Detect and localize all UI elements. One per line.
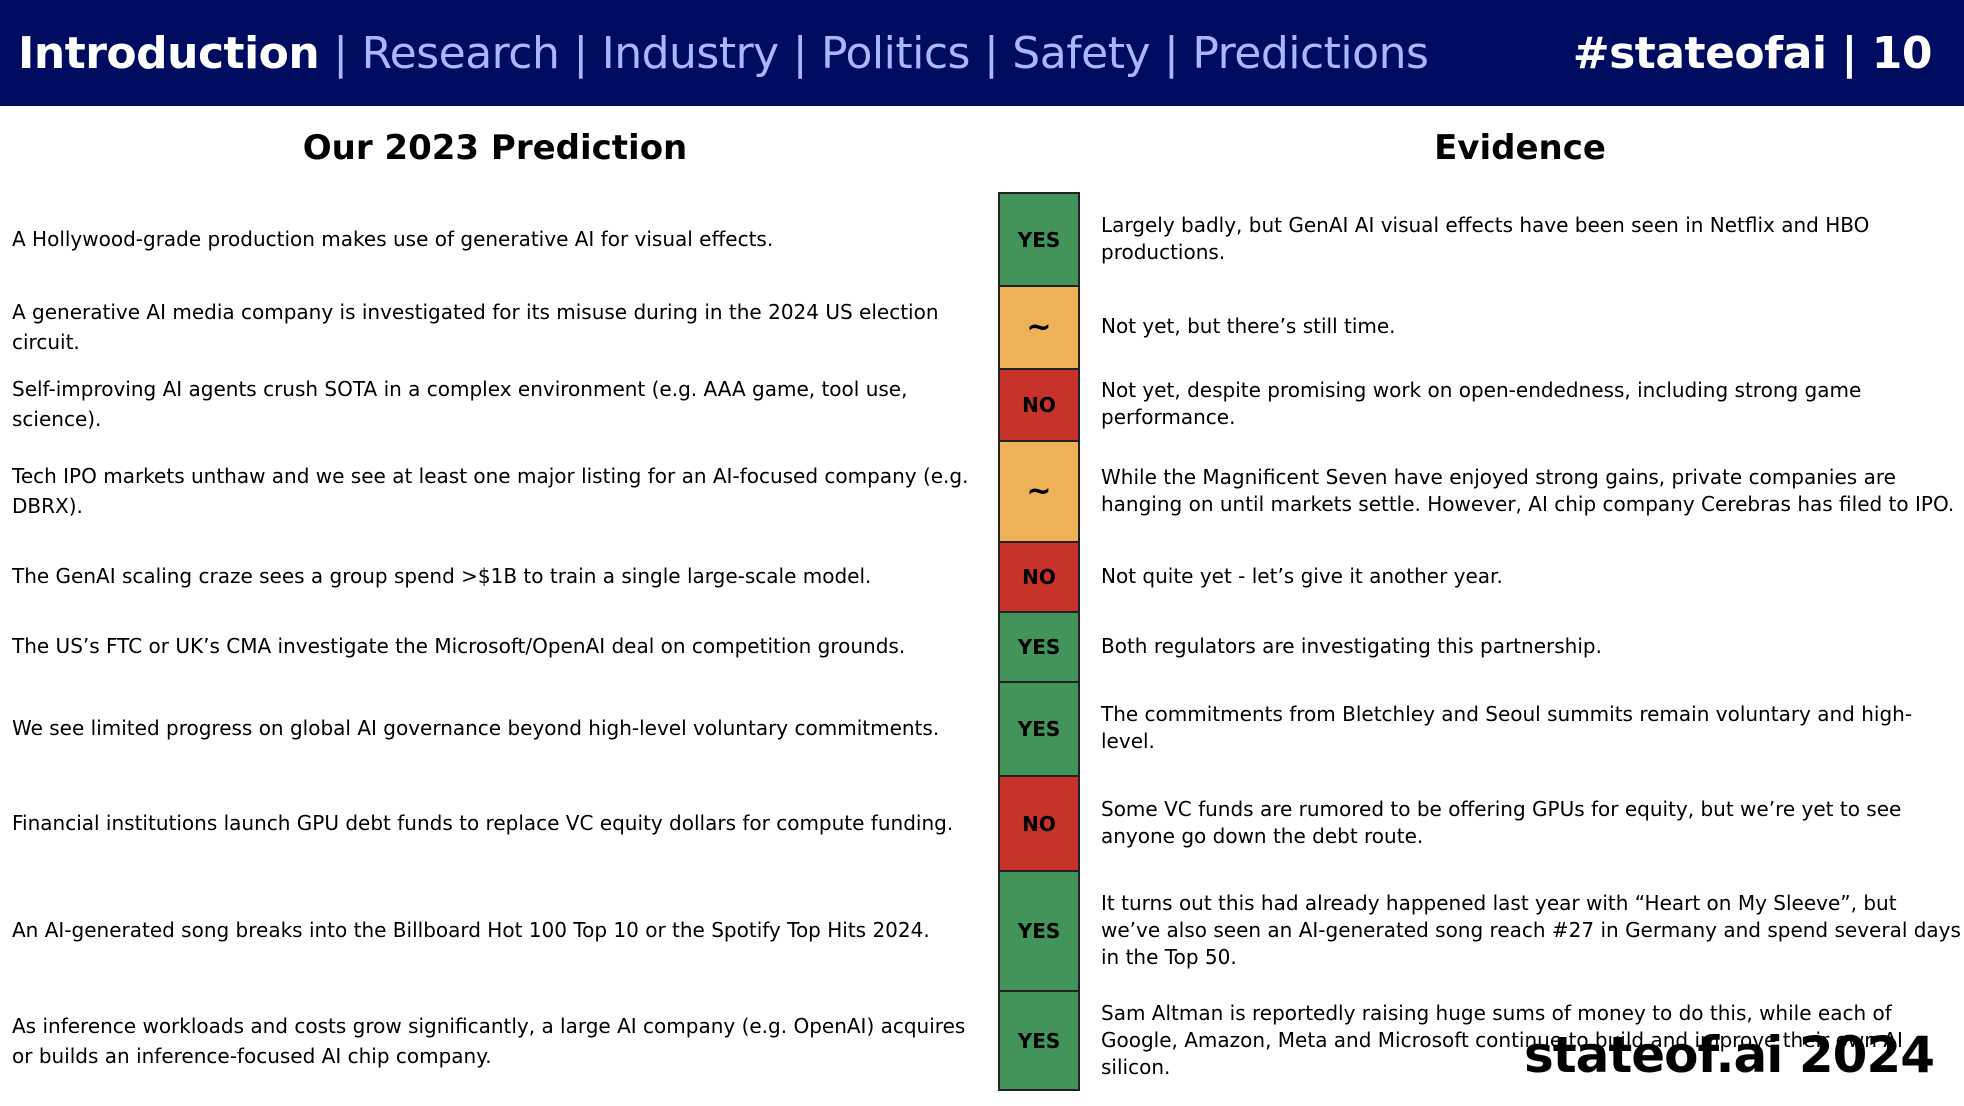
table-row: As inference workloads and costs grow si… [0,990,1964,1091]
verdict-badge: ~ [998,440,1080,541]
verdict-badge: ~ [998,285,1080,368]
verdict-badge: YES [998,990,1080,1091]
prediction-text: The GenAI scaling craze sees a group spe… [12,564,872,588]
evidence-text: Some VC funds are rumored to be offering… [1101,796,1902,848]
prediction-text: A generative AI media company is investi… [12,299,939,354]
evidence-column-heading: Evidence [1434,128,1606,168]
verdict-badge: YES [998,611,1080,681]
nav-item-politics[interactable]: Politics [821,27,970,79]
prediction-text: The US’s FTC or UK’s CMA investigate the… [12,634,906,658]
nav-separator: | [573,27,588,79]
prediction-text: Tech IPO markets unthaw and we see at le… [12,463,969,518]
table-row: The GenAI scaling craze sees a group spe… [0,541,1964,611]
table-row: Financial institutions launch GPU debt f… [0,775,1964,870]
slide-tag: #stateofai | 10 [1572,27,1933,79]
nav-separator: | [333,27,348,79]
prediction-text: As inference workloads and costs grow si… [12,1013,966,1068]
nav-separator: | [792,27,808,79]
nav-item-safety[interactable]: Safety [1012,27,1151,79]
top-bar: Introduction | Research | Industry | Politics |… [0,0,1964,106]
brand-footer: stateof.ai 2024 [1523,1026,1935,1084]
evidence-text: Not yet, but there’s still time. [1101,314,1396,338]
evidence-text: The commitments from Bletchley and Seoul… [1101,702,1913,753]
table-row: The US’s FTC or UK’s CMA investigate the… [0,611,1964,681]
verdict-badge: NO [998,368,1080,440]
table-row: A generative AI media company is investi… [0,285,1964,368]
evidence-text: It turns out this had already happened l… [1101,890,1961,969]
nav-separator: | [1164,27,1179,79]
verdict-badge: YES [998,192,1080,285]
verdict-badge: NO [998,541,1080,611]
nav-item-research[interactable]: Research [361,27,560,79]
prediction-text: We see limited progress on global AI gov… [12,716,940,740]
evidence-text: Sam Altman is reportedly raising huge su… [1101,1001,1903,1079]
prediction-column-heading: Our 2023 Prediction [302,128,688,168]
evidence-text: Not yet, despite promising work on open-… [1101,378,1862,429]
verdict-badge: NO [998,775,1080,870]
nav-separator: | [983,27,999,79]
nav-item-introduction[interactable]: Introduction [18,27,320,79]
section-nav: Introduction | Research | Industry | Politics |… [18,27,1429,79]
evidence-text: Not quite yet - let’s give it another ye… [1101,563,1503,588]
prediction-text: Self-improving AI agents crush SOTA in a… [12,377,908,431]
nav-item-industry[interactable]: Industry [601,27,779,79]
nav-item-predictions[interactable]: Predictions [1192,27,1429,79]
prediction-text: Financial institutions launch GPU debt f… [12,810,954,835]
evidence-text: Largely badly, but GenAI AI visual effec… [1101,212,1870,264]
table-row: Self-improving AI agents crush SOTA in a… [0,368,1964,440]
table-row: An AI-generated song breaks into the Bil… [0,870,1964,990]
prediction-text: An AI-generated song breaks into the Bil… [12,918,930,942]
evidence-text: While the Magnificent Seven have enjoyed… [1101,464,1955,516]
evidence-text: Both regulators are investigating this p… [1101,633,1602,658]
verdict-badge: YES [998,681,1080,775]
table-row: Tech IPO markets unthaw and we see at le… [0,440,1964,541]
table-row: We see limited progress on global AI gov… [0,681,1964,775]
prediction-text: A Hollywood-grade production makes use o… [12,226,774,251]
verdict-badge: YES [998,870,1080,990]
table-row: A Hollywood-grade production makes use o… [0,192,1964,285]
